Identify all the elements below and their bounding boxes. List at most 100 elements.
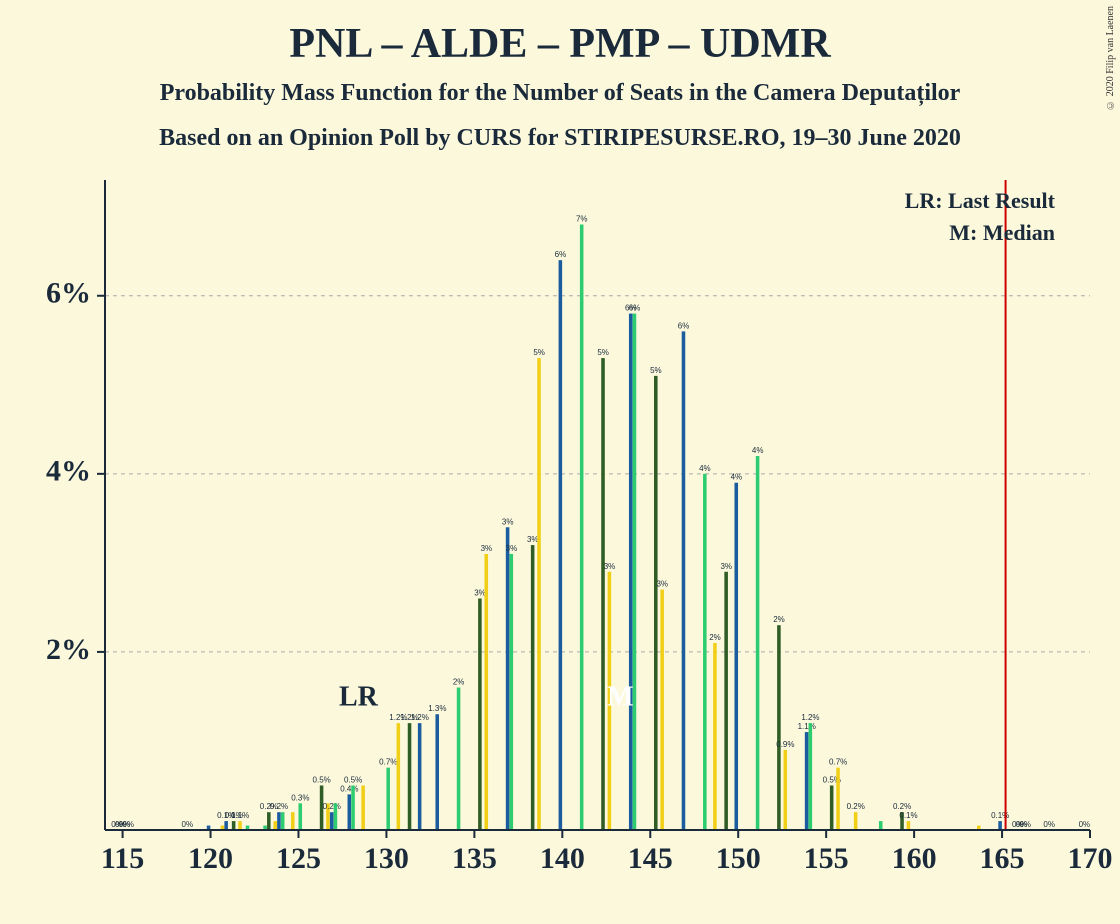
x-tick-label: 160 xyxy=(892,842,937,875)
bar-value-label: 0.1% xyxy=(231,811,249,820)
bar xyxy=(478,598,482,830)
bar xyxy=(784,750,788,830)
bar xyxy=(654,376,658,830)
bar xyxy=(633,314,637,830)
bar xyxy=(267,812,271,830)
bar-value-label: 0.3% xyxy=(291,793,309,802)
bar-value-label: 3% xyxy=(604,562,616,571)
bar xyxy=(330,812,334,830)
bar-value-label: 0.5% xyxy=(344,775,362,784)
bar-value-label: 0% xyxy=(182,820,194,829)
annotation-lr: LR xyxy=(339,681,379,712)
bar xyxy=(660,590,664,830)
bar xyxy=(510,554,514,830)
bar-value-label: 3% xyxy=(481,544,493,553)
bar-value-label: 3% xyxy=(502,517,514,526)
x-tick-label: 115 xyxy=(101,842,144,875)
bar xyxy=(830,785,834,830)
bar-value-label: 1.1% xyxy=(798,722,816,731)
bar xyxy=(273,821,277,830)
bar-value-label: 0.1% xyxy=(899,811,917,820)
bar-value-label: 0% xyxy=(1079,820,1091,829)
bar xyxy=(277,812,281,830)
bar xyxy=(907,821,911,830)
bar xyxy=(998,821,1002,830)
bar xyxy=(457,688,461,830)
bar xyxy=(734,483,738,830)
bar xyxy=(724,572,728,830)
bar-value-label: 0.2% xyxy=(893,802,911,811)
bar xyxy=(435,714,439,830)
annotation-m: M xyxy=(607,681,633,712)
x-tick-label: 150 xyxy=(716,842,761,875)
bar-value-label: 0.2% xyxy=(323,802,341,811)
bar xyxy=(224,821,228,830)
bar-value-label: 5% xyxy=(650,366,662,375)
legend-m: M: Median xyxy=(949,220,1055,245)
y-tick-label: 6% xyxy=(46,277,91,310)
bar xyxy=(334,803,338,830)
bar xyxy=(291,812,295,830)
bar xyxy=(580,225,584,830)
bar-value-label: 7% xyxy=(576,215,588,224)
bar-value-label: 0.2% xyxy=(847,802,865,811)
bar-value-label: 1.2% xyxy=(801,713,819,722)
bar-value-label: 4% xyxy=(731,473,743,482)
x-tick-label: 135 xyxy=(452,842,497,875)
bar-value-label: 0% xyxy=(1043,820,1055,829)
bar-value-label: 4% xyxy=(752,446,764,455)
legend-lr: LR: Last Result xyxy=(905,188,1056,213)
bar xyxy=(281,812,285,830)
bar xyxy=(484,554,488,830)
bar-value-label: 3% xyxy=(506,544,518,553)
bar xyxy=(351,785,355,830)
bar-value-label: 2% xyxy=(773,615,785,624)
x-tick-label: 165 xyxy=(980,842,1025,875)
bar-value-label: 0.4% xyxy=(340,784,358,793)
bar-value-label: 0.2% xyxy=(270,802,288,811)
y-tick-label: 2% xyxy=(46,633,91,666)
bar xyxy=(348,794,352,830)
x-tick-label: 120 xyxy=(188,842,233,875)
bar-value-label: 6% xyxy=(555,250,567,259)
x-tick-label: 125 xyxy=(276,842,321,875)
bar-value-label: 3% xyxy=(527,535,539,544)
bar xyxy=(238,821,242,830)
bar-value-label: 1.3% xyxy=(428,704,446,713)
bar-value-label: 0.7% xyxy=(379,758,397,767)
bar xyxy=(601,358,605,830)
bar xyxy=(361,785,365,830)
bar-value-label: 0.9% xyxy=(776,740,794,749)
bar xyxy=(408,723,412,830)
y-tick-label: 4% xyxy=(46,455,91,488)
x-tick-label: 130 xyxy=(364,842,409,875)
x-tick-label: 170 xyxy=(1068,842,1113,875)
bar-value-label: 2% xyxy=(709,633,721,642)
bar-value-label: 6% xyxy=(629,304,641,313)
bar xyxy=(854,812,858,830)
x-tick-label: 140 xyxy=(540,842,585,875)
bar xyxy=(298,803,302,830)
bar xyxy=(879,821,883,830)
bar-value-label: 0.7% xyxy=(829,758,847,767)
x-tick-label: 145 xyxy=(628,842,673,875)
bar xyxy=(756,456,760,830)
bar xyxy=(713,643,717,830)
bar-value-label: 0.5% xyxy=(313,775,331,784)
bar-value-label: 3% xyxy=(720,562,732,571)
bar xyxy=(809,723,813,830)
bar xyxy=(506,527,510,830)
bar-value-label: 2% xyxy=(453,678,465,687)
bar-value-label: 3% xyxy=(474,588,486,597)
bar xyxy=(386,768,390,830)
bar xyxy=(559,260,563,830)
bar xyxy=(682,331,686,830)
bar-value-label: 6% xyxy=(678,321,690,330)
bar-value-label: 0% xyxy=(1019,820,1031,829)
bar xyxy=(836,768,840,830)
bar xyxy=(537,358,541,830)
bar-value-label: 5% xyxy=(597,348,609,357)
x-tick-label: 155 xyxy=(804,842,849,875)
bar xyxy=(232,821,236,830)
bar xyxy=(805,732,809,830)
